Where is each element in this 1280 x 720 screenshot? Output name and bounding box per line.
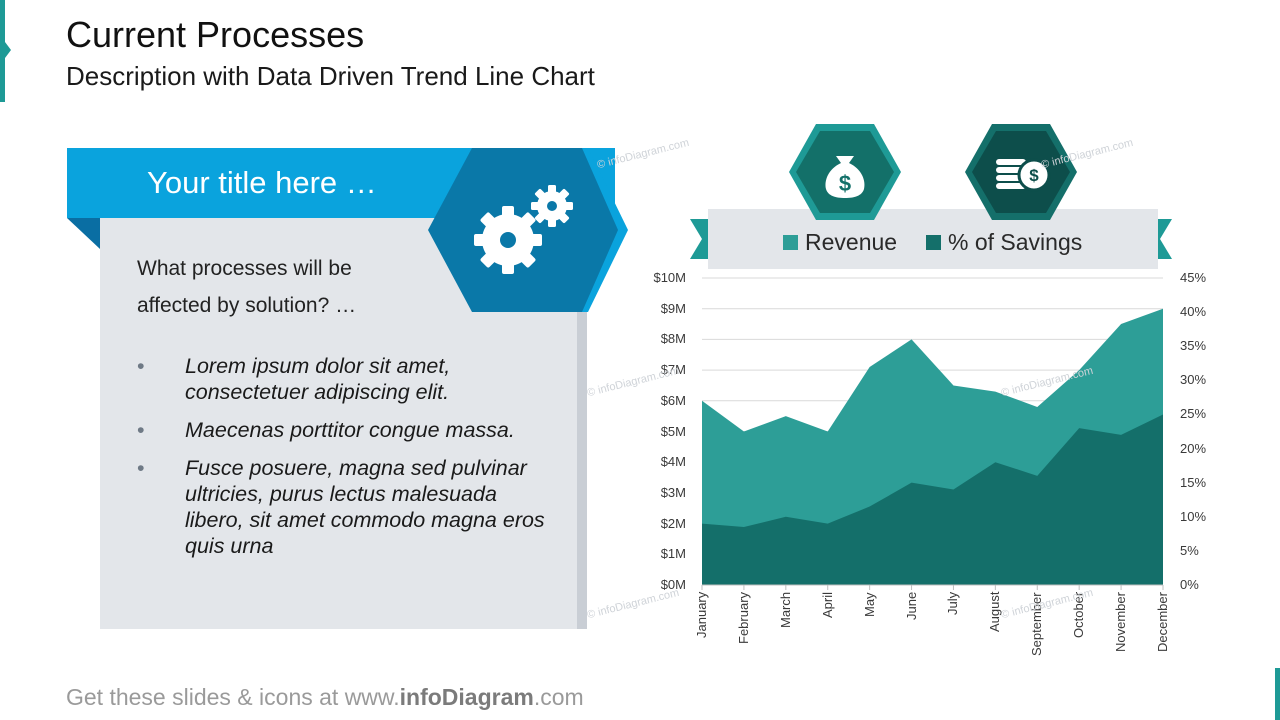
- y-left-tick: $7M: [660, 362, 686, 378]
- y-left-tick: $5M: [660, 423, 686, 439]
- y-left-tick: $1M: [660, 546, 686, 562]
- bullet-list: • Lorem ipsum dolor sit amet, consectetue…: [137, 353, 557, 571]
- y-right-tick: 15%: [1180, 474, 1207, 490]
- accent-bar-left: [0, 0, 5, 102]
- y-right-tick: 0%: [1180, 577, 1199, 592]
- x-tick-label: May: [861, 592, 877, 617]
- x-tick-label: July: [945, 591, 961, 615]
- gears-icon: [474, 185, 573, 274]
- y-left-tick: $3M: [660, 484, 686, 500]
- money-bag-icon: $: [825, 156, 865, 198]
- legend-label-revenue: Revenue: [805, 229, 898, 255]
- y-left-tick: $8M: [660, 331, 686, 347]
- coins-icon: $: [996, 158, 1051, 192]
- series-area-savings: [702, 414, 1163, 585]
- y-right-tick: 35%: [1180, 338, 1207, 354]
- page-subtitle: Description with Data Driven Trend Line …: [66, 61, 595, 91]
- footer-prefix: Get these slides & icons at www.: [66, 684, 400, 710]
- bullet-item: • Lorem ipsum dolor sit amet, consectetue…: [137, 353, 557, 405]
- bullet-item: • Maecenas porttitor congue massa.: [137, 417, 557, 443]
- gears-hexagon: [428, 148, 628, 312]
- y-left-tick: $4M: [660, 454, 686, 470]
- y-left-tick: $10M: [653, 270, 686, 285]
- bullet-text: Fusce posuere, magna sed pulvinar ultric…: [185, 456, 545, 558]
- accent-bar-right: [1275, 668, 1280, 720]
- bullet-dot: •: [137, 418, 145, 442]
- legend-swatch-savings: [926, 235, 941, 250]
- x-tick-label: November: [1113, 592, 1129, 652]
- legend-label-savings: % of Savings: [948, 229, 1083, 255]
- savings-hexagon: $: [965, 124, 1077, 220]
- x-tick-label: February: [735, 591, 751, 644]
- y-left-tick: $0M: [660, 577, 686, 592]
- y-left-tick: $2M: [660, 515, 686, 531]
- y-right-tick: 5%: [1180, 542, 1199, 558]
- svg-text:$: $: [839, 171, 851, 196]
- y-right-tick: 30%: [1180, 372, 1207, 388]
- y-right-tick: 40%: [1180, 304, 1207, 320]
- x-tick-label: March: [777, 591, 793, 628]
- x-tick-label: June: [903, 591, 919, 620]
- legend-revenue: Revenue: [783, 229, 897, 256]
- y-right-tick: 25%: [1180, 406, 1207, 422]
- bullet-dot: •: [137, 354, 145, 378]
- page-title: Current Processes: [66, 14, 365, 55]
- x-tick-label: April: [819, 591, 835, 618]
- card-title: Your title here …: [147, 165, 377, 200]
- legend-swatch-revenue: [783, 235, 798, 250]
- y-right-tick: 20%: [1180, 440, 1207, 456]
- y-left-tick: $6M: [660, 392, 686, 408]
- svg-text:$: $: [1029, 166, 1039, 185]
- footer-link[interactable]: Get these slides & icons at www.infoDiag…: [66, 684, 584, 711]
- x-tick-label: December: [1155, 592, 1170, 652]
- bullet-text: Lorem ipsum dolor sit amet, consectetuer…: [185, 354, 451, 404]
- banner-fold: [67, 218, 100, 249]
- y-left-tick: $9M: [660, 300, 686, 316]
- revenue-hexagon: $: [789, 124, 901, 220]
- legend-savings: % of Savings: [926, 229, 1082, 256]
- bullet-dot: •: [137, 456, 145, 480]
- bullet-item: • Fusce posuere, magna sed pulvinar ultri…: [137, 455, 557, 559]
- y-right-tick: 45%: [1180, 270, 1207, 285]
- accent-bar-notch: [5, 42, 11, 58]
- footer-suffix: .com: [533, 684, 584, 710]
- x-tick-label: January: [694, 591, 709, 638]
- y-right-tick: 10%: [1180, 508, 1207, 524]
- card-question: What processes will be affected by solut…: [137, 257, 357, 317]
- bullet-text: Maecenas porttitor congue massa.: [185, 418, 515, 442]
- footer-brand: infoDiagram: [399, 684, 534, 710]
